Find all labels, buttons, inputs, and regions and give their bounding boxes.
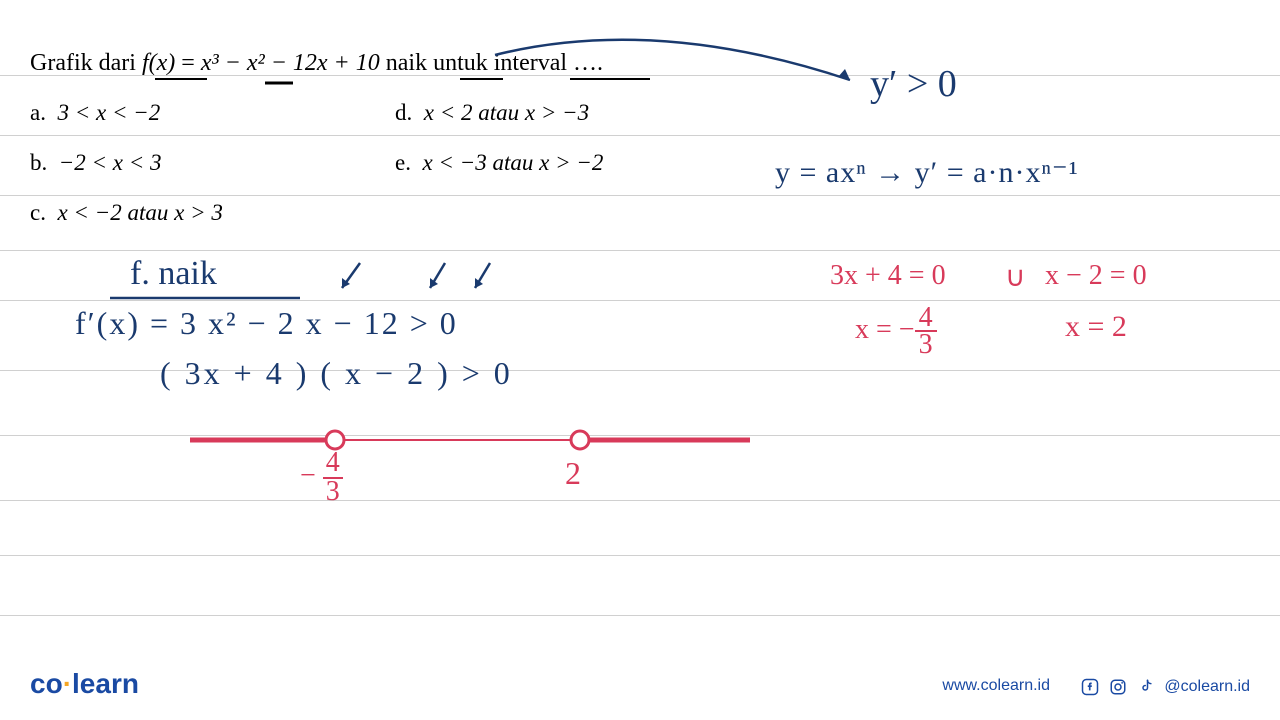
option-b-text: −2 < x < 3 bbox=[59, 150, 162, 175]
option-c: c. x < −2 atau x > 3 bbox=[30, 200, 223, 226]
option-c-label: c. bbox=[30, 200, 46, 225]
option-d: d. x < 2 atau x > −3 bbox=[395, 100, 589, 126]
option-c-text: x < −2 atau x > 3 bbox=[57, 200, 222, 225]
power-rule: y = axⁿ → y′ = a·n·xⁿ⁻¹ bbox=[775, 155, 1079, 190]
derivative-line: f′(x) = 3 x² − 2 x − 12 > 0 bbox=[75, 305, 458, 342]
factored-line: ( 3x + 4 ) ( x − 2 ) > 0 bbox=[160, 355, 513, 392]
question-stem: Grafik dari f(x) = x³ − x² − 12x + 10 na… bbox=[30, 50, 603, 77]
poly: x³ − x² − 12x + 10 bbox=[201, 50, 380, 76]
fx: f(x) bbox=[142, 50, 175, 76]
f-naik-underline bbox=[110, 295, 310, 305]
eq2: x − 2 = 0 bbox=[1045, 260, 1147, 292]
union-symbol: ∪ bbox=[1005, 260, 1026, 294]
option-b-label: b. bbox=[30, 150, 47, 175]
social-handles: @colearn.id bbox=[1080, 677, 1250, 697]
stem-prefix: Grafik dari bbox=[30, 50, 142, 76]
f-naik-heading: f. naik bbox=[130, 255, 217, 293]
sol1: x = −43 bbox=[855, 305, 937, 357]
facebook-icon bbox=[1080, 677, 1100, 697]
website-url: www.colearn.id bbox=[942, 677, 1050, 695]
logo-dot: · bbox=[63, 668, 72, 699]
option-d-label: d. bbox=[395, 100, 412, 125]
numline-label-2: 2 bbox=[565, 455, 581, 492]
equals: = bbox=[175, 50, 201, 76]
option-e-label: e. bbox=[395, 150, 411, 175]
logo-co: co bbox=[30, 668, 63, 699]
social-handle: @colearn.id bbox=[1164, 678, 1250, 696]
number-line bbox=[180, 420, 770, 480]
tiktok-icon bbox=[1136, 677, 1156, 697]
logo-learn: learn bbox=[72, 668, 139, 699]
option-d-text: x < 2 atau x > −3 bbox=[424, 100, 589, 125]
eq1: 3x + 4 = 0 bbox=[830, 260, 946, 292]
option-a-text: 3 < x < −2 bbox=[57, 100, 160, 125]
numline-label-neg4over3: − 43 bbox=[300, 450, 343, 505]
term-arrows bbox=[330, 258, 550, 298]
brand-logo: co·learn bbox=[30, 668, 139, 700]
option-a-label: a. bbox=[30, 100, 46, 125]
footer: co·learn www.colearn.id @colearn.id bbox=[0, 660, 1280, 700]
sol2: x = 2 bbox=[1065, 310, 1127, 344]
option-e-text: x < −3 atau x > −2 bbox=[422, 150, 603, 175]
option-b: b. −2 < x < 3 bbox=[30, 150, 162, 176]
stem-suffix: naik untuk interval …. bbox=[380, 50, 603, 76]
option-e: e. x < −3 atau x > −2 bbox=[395, 150, 603, 176]
y-prime-condition: y′ > 0 bbox=[870, 62, 957, 106]
option-a: a. 3 < x < −2 bbox=[30, 100, 160, 126]
instagram-icon bbox=[1108, 677, 1128, 697]
